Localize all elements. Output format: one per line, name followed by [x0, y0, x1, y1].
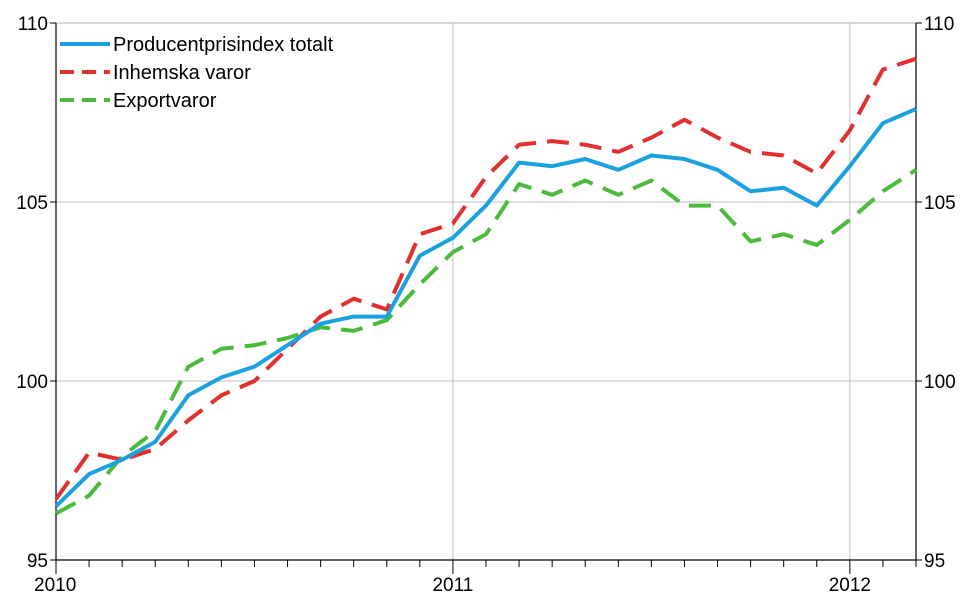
y-tick-label-right: 95 — [924, 551, 945, 572]
y-tick-label-left: 110 — [18, 14, 48, 35]
plot-background — [56, 23, 916, 560]
legend-label-0: Producentprisindex totalt — [113, 34, 334, 56]
y-tick-labels-right: 95 100 105 110 — [924, 14, 956, 572]
legend-label-1: Inhemska varor — [113, 62, 251, 84]
series-line-0 — [54, 107, 917, 508]
series-line-1 — [54, 56, 917, 501]
y-tick-label-left: 105 — [16, 193, 48, 214]
x-tick-label: 2011 — [432, 575, 473, 594]
y-tick-label-right: 105 — [924, 193, 956, 214]
y-tick-label-right: 110 — [924, 14, 954, 35]
y-tick-label-left: 100 — [16, 372, 48, 393]
x-tick-label: 2010 — [34, 575, 76, 594]
y-tick-label-left: 95 — [27, 551, 48, 572]
axes — [50, 22, 922, 574]
x-tick-labels: 2010 2011 2012 — [34, 575, 871, 594]
series-lines — [54, 56, 918, 516]
series-line-2 — [55, 168, 918, 516]
gridlines — [56, 23, 916, 560]
y-tick-labels-left: 95 100 105 110 — [16, 14, 48, 572]
legend-label-2: Exportvaror — [113, 90, 217, 112]
y-tick-label-right: 100 — [924, 372, 956, 393]
legend: Producentprisindex totalt Inhemska varor E… — [60, 34, 334, 112]
x-tick-label: 2012 — [829, 575, 871, 594]
